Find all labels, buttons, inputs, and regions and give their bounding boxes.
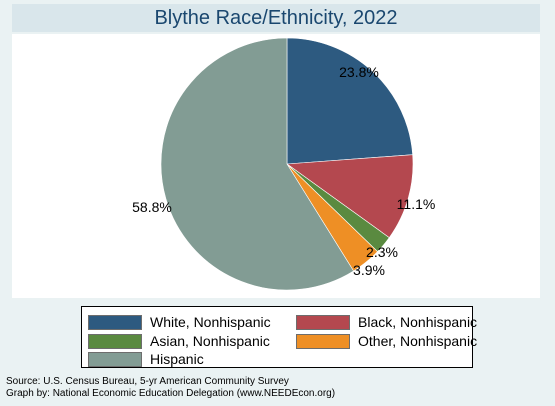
legend: White, Nonhispanic Black, Nonhispanic As… [81, 306, 477, 368]
credit-note: Graph by: National Economic Education De… [6, 388, 336, 399]
legend-label: Black, Nonhispanic [358, 314, 478, 330]
legend-swatch [88, 333, 142, 349]
legend-label: Hispanic [150, 351, 204, 367]
pie-chart: 23.8% 11.1% 2.3% 3.9% 58.8% [132, 37, 436, 291]
pie-label-5: 58.8% [132, 199, 172, 215]
source-notes: Source: U.S. Census Bureau, 5-yr America… [6, 376, 335, 400]
pie-label-3: 2.3% [366, 244, 398, 260]
legend-swatch [296, 314, 350, 330]
legend-swatch [88, 314, 142, 330]
legend-item-white: White, Nonhispanic [88, 313, 271, 331]
pie-label-2: 11.1% [397, 196, 436, 212]
pie-label-4: 3.9% [353, 262, 385, 278]
legend-label: White, Nonhispanic [150, 314, 271, 330]
legend-item-hispanic: Hispanic [88, 350, 204, 368]
pie-slice-2 [286, 154, 414, 239]
legend-item-black: Black, Nonhispanic [296, 313, 477, 331]
legend-label: Other, Nonhispanic [358, 333, 478, 349]
source-note: Source: U.S. Census Bureau, 5-yr America… [6, 376, 289, 387]
plot-area: 23.8% 11.1% 2.3% 3.9% 58.8% [12, 34, 540, 298]
legend-swatch [88, 351, 142, 367]
legend-item-asian: Asian, Nonhispanic [88, 332, 270, 350]
pie-label-1: 23.8% [339, 64, 379, 80]
legend-item-other: Other, Nonhispanic [296, 332, 477, 350]
legend-swatch [296, 333, 350, 349]
chart-title: Blythe Race/Ethnicity, 2022 [12, 4, 540, 32]
legend-label: Asian, Nonhispanic [150, 333, 270, 349]
pie-slice-1 [286, 37, 413, 165]
pie-slice-5 [160, 37, 354, 291]
